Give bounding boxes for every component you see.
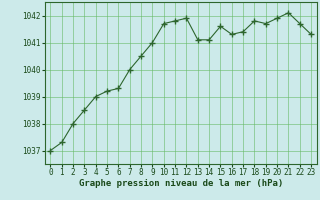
X-axis label: Graphe pression niveau de la mer (hPa): Graphe pression niveau de la mer (hPa): [79, 179, 283, 188]
